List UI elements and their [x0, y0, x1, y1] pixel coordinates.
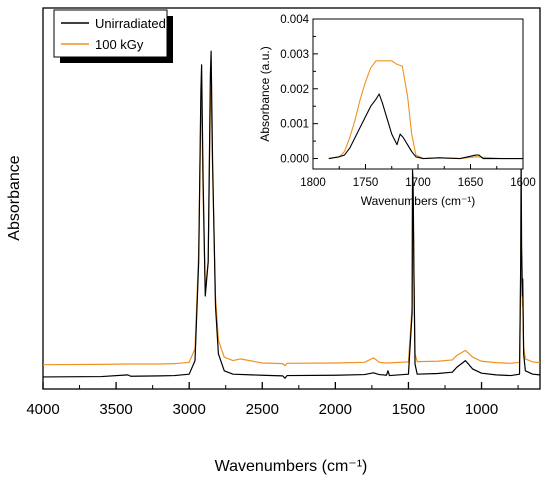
- legend-box: [53, 9, 168, 58]
- main-x-axis-title: Wavenumbers (cm⁻¹): [215, 458, 368, 475]
- inset-x-axis-title: Wavenumbers (cm⁻¹): [361, 194, 476, 208]
- main-x-tick-label: 1000: [465, 401, 498, 418]
- inset-chart: 1800 1750 1700 1650 1600 0.000 0.001 0.002 0.003…: [258, 14, 536, 208]
- main-x-tick-label: 2500: [246, 401, 279, 418]
- main-series-line-unirradiated: [42, 50, 541, 379]
- inset-y-axis-title: Absorbance (a.u.): [258, 46, 272, 141]
- main-plot-frame: [42, 7, 541, 390]
- inset-y-tick-label: 0.000: [280, 154, 309, 166]
- inset-axis-ticks: 1800 1750 1700 1650 1600 0.000 0.001 0.002 0.003…: [280, 14, 536, 189]
- main-series-group: [42, 50, 541, 379]
- inset-x-tick-label: 1650: [458, 177, 484, 189]
- inset-plot-frame: [312, 18, 524, 170]
- inset-x-tick-label: 1800: [300, 177, 326, 189]
- inset-x-tick-label: 1700: [405, 177, 431, 189]
- inset-x-tick-label: 1750: [353, 177, 379, 189]
- main-y-axis-title: Absorbance: [6, 155, 23, 240]
- main-x-tick-label: 4000: [26, 401, 59, 418]
- inset-y-tick-label: 0.001: [280, 119, 309, 131]
- legend-label-unirradiated: Unirradiated: [95, 16, 166, 31]
- main-x-tick-label: 3500: [99, 401, 132, 418]
- inset-y-tick-label: 0.004: [280, 14, 309, 26]
- inset-series-group: [328, 60, 523, 160]
- main-x-tick-label: 3000: [172, 401, 205, 418]
- main-x-ticks: 4000 3500 3000 2500 2000 1500 1000: [26, 382, 519, 418]
- inset-x-tick-label: 1600: [510, 177, 536, 189]
- main-x-tick-label: 2000: [319, 401, 352, 418]
- inset-y-tick-label: 0.003: [280, 49, 309, 61]
- main-x-tick-label: 1500: [392, 401, 425, 418]
- legend-label-100kgy: 100 kGy: [95, 37, 144, 52]
- inset-series-line-unirradiated: [328, 93, 523, 160]
- legend: Unirradiated 100 kGy: [53, 9, 173, 63]
- inset-y-tick-label: 0.002: [280, 84, 309, 96]
